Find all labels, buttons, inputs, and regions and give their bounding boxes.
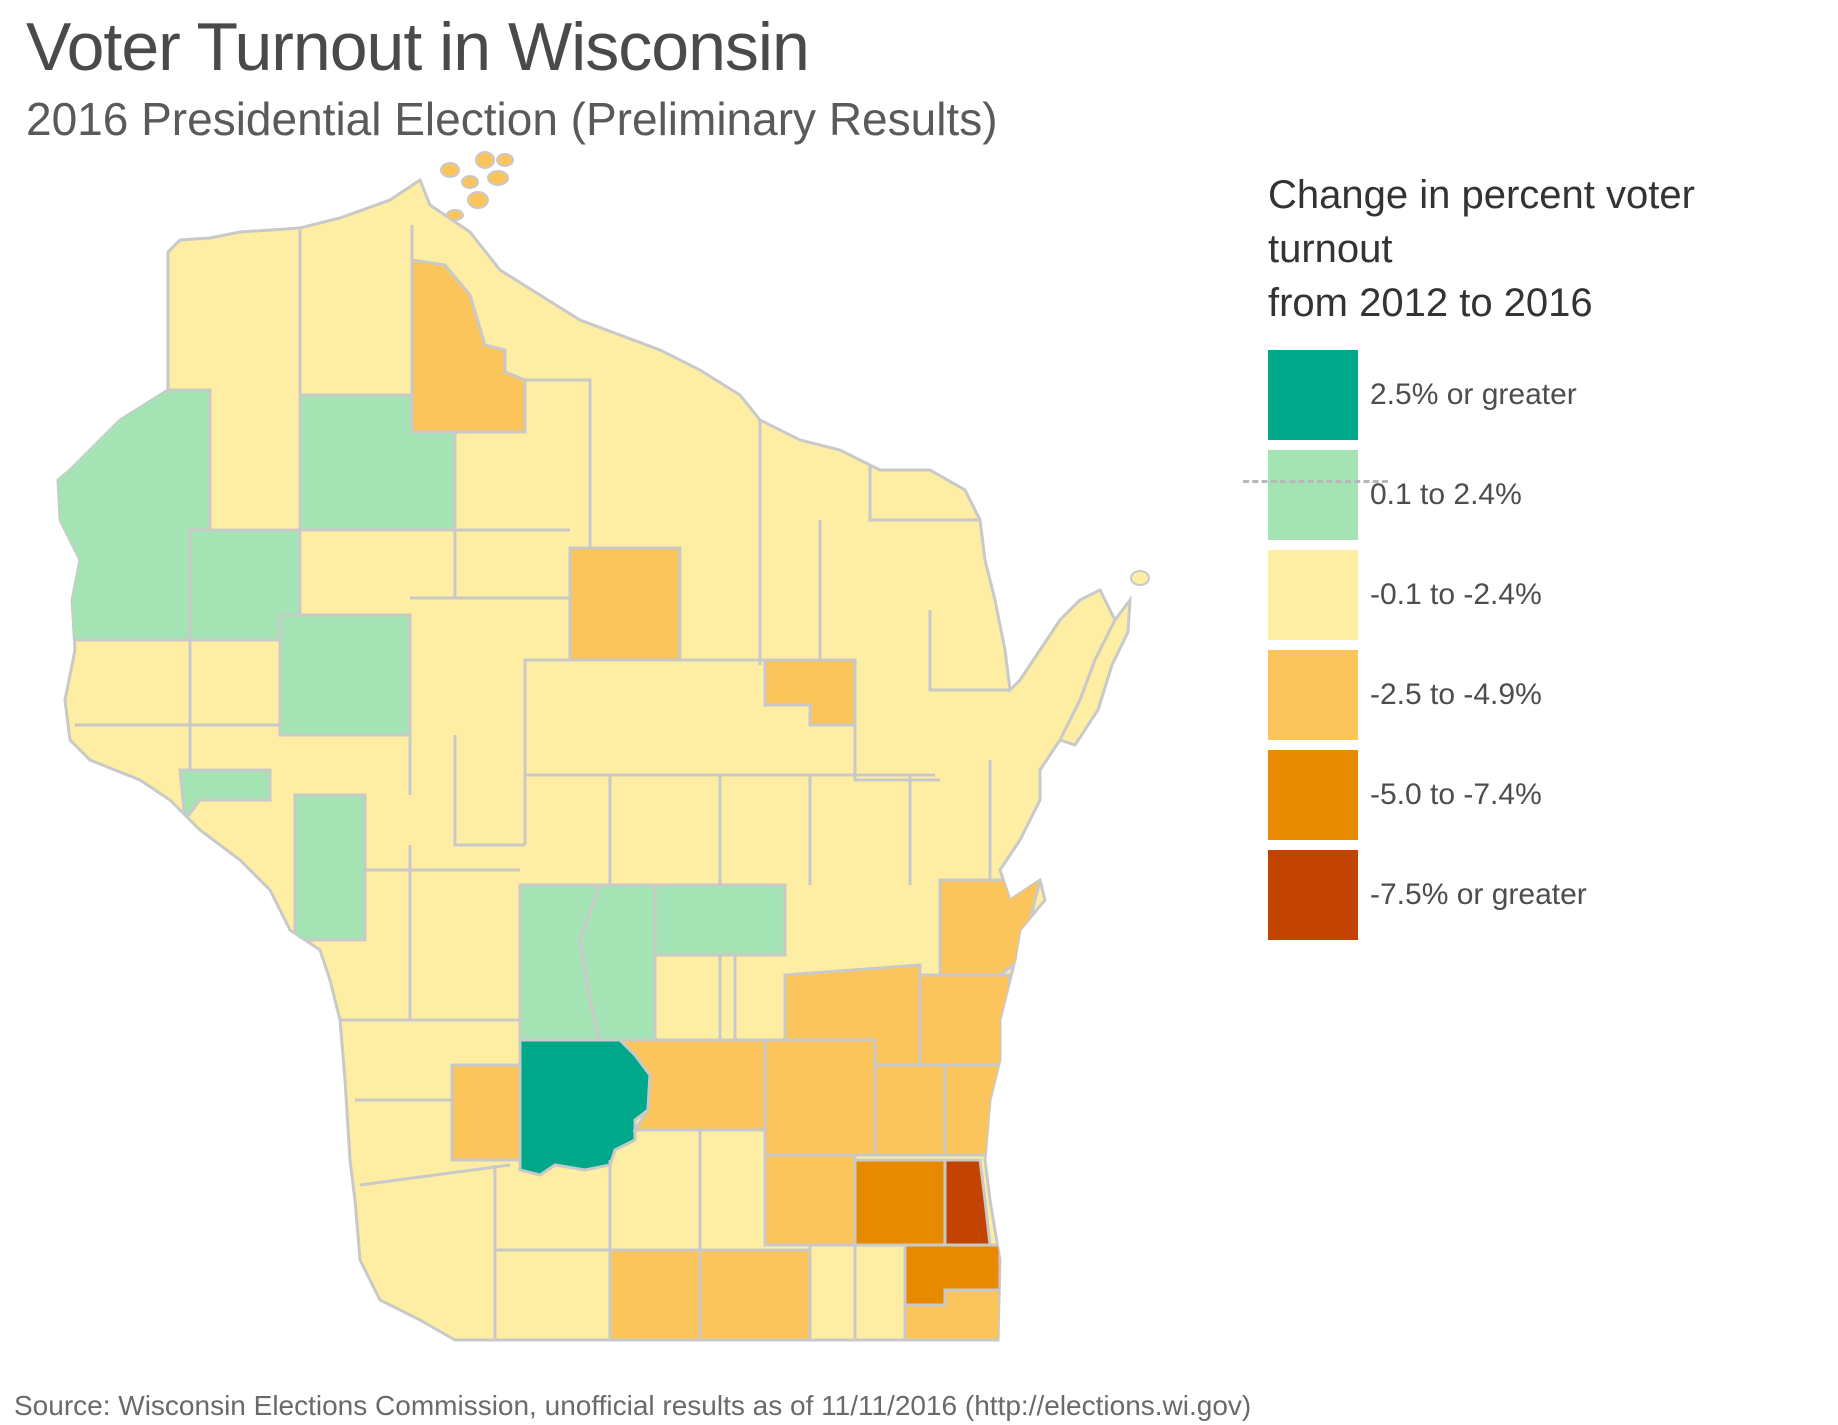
county-ozaukee	[943, 1063, 1002, 1157]
apostle-islands	[440, 151, 514, 221]
county-richland	[450, 1063, 522, 1162]
legend-label: -0.1 to -2.4%	[1370, 578, 1542, 611]
legend-title-line1: Change in percent voter turnout	[1268, 173, 1695, 271]
county-dodge	[763, 1038, 877, 1157]
map-title: Voter Turnout in Wisconsin	[26, 9, 810, 85]
county-chippewa	[278, 613, 412, 737]
legend-item: -5.0 to -7.4%	[1268, 750, 1828, 850]
county-milwaukee	[943, 1158, 992, 1247]
county-sheboygan	[918, 973, 1012, 1067]
county-door	[1057, 595, 1132, 747]
legend-item: 0.1 to 2.4%	[1268, 450, 1828, 550]
county-rock	[698, 1248, 812, 1340]
legend-label: -7.5% or greater	[1370, 878, 1587, 911]
county-polk	[58, 388, 212, 642]
legend-title-line2: from 2012 to 2016	[1268, 281, 1593, 325]
legend-label: 0.1 to 2.4%	[1370, 478, 1522, 511]
legend-divider	[1243, 480, 1388, 483]
legend-swatch	[1268, 350, 1358, 440]
legend-swatch	[1268, 850, 1358, 940]
legend-item: -2.5 to -4.9%	[1268, 650, 1828, 750]
legend-swatch	[1268, 750, 1358, 840]
county-iron	[410, 258, 527, 434]
county-pepin	[178, 768, 272, 824]
map-subtitle: 2016 Presidential Election (Preliminary …	[26, 93, 998, 145]
legend-item: -0.1 to -2.4%	[1268, 550, 1828, 650]
legend-label: 2.5% or greater	[1370, 378, 1577, 411]
legend-item: 2.5% or greater	[1268, 350, 1828, 450]
county-borders	[70, 225, 1010, 1340]
legend-label: -2.5 to -4.9%	[1370, 678, 1542, 711]
washington-island	[1130, 570, 1150, 586]
source-note: Source: Wisconsin Elections Commission, …	[14, 1390, 1252, 1421]
legend-title: Change in percent voter turnout from 201…	[1268, 168, 1828, 330]
legend-swatch	[1268, 650, 1358, 740]
county-washington	[873, 1063, 947, 1157]
legend-label: -5.0 to -7.4%	[1370, 778, 1542, 811]
county-lincoln	[568, 546, 682, 662]
county-waukesha	[853, 1158, 947, 1247]
county-jefferson	[763, 1153, 857, 1247]
legend-swatch	[1268, 450, 1358, 540]
legend-items: 2.5% or greater 0.1 to 2.4% -0.1 to -2.4…	[1268, 350, 1828, 950]
map-legend: Change in percent voter turnout from 201…	[1243, 168, 1828, 950]
county-marquette-green	[653, 883, 787, 957]
county-trempealeau	[293, 793, 367, 942]
county-manitowoc	[938, 878, 1042, 977]
legend-item: -7.5% or greater	[1268, 850, 1828, 950]
legend-swatch	[1268, 550, 1358, 640]
county-green	[608, 1248, 702, 1340]
